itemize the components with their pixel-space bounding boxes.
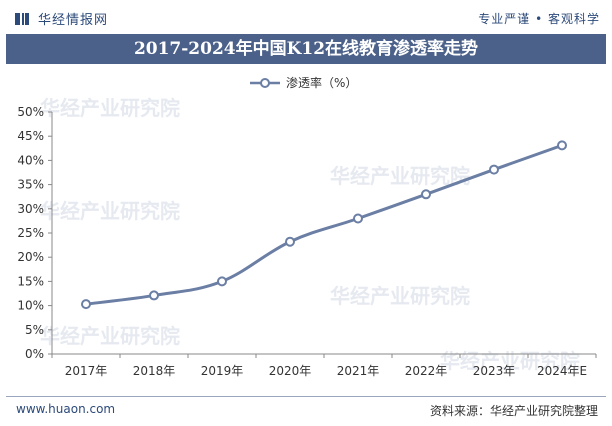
x-tick-label: 2022年 [405, 364, 448, 378]
footer-divider [6, 396, 606, 397]
y-tick-label: 10% [17, 299, 44, 313]
x-tick-label: 2017年 [65, 364, 108, 378]
x-tick-label: 2019年 [201, 364, 244, 378]
y-tick-label: 25% [17, 226, 44, 240]
y-tick-label: 0% [25, 347, 44, 361]
legend-line-marker [250, 77, 280, 88]
x-tick-label: 2023年 [473, 364, 516, 378]
y-tick-label: 45% [17, 129, 44, 143]
source-note: 资料来源：华经产业研究院整理 [429, 404, 598, 418]
data-point [557, 140, 567, 151]
tagline: 专业严谨 • 客观科学 [478, 12, 600, 26]
data-point [217, 276, 227, 287]
data-point [489, 164, 499, 175]
data-point [285, 236, 295, 247]
legend-label: 渗透率（%） [286, 76, 358, 90]
top-bar: 华经情报网 专业严谨 • 客观科学 [0, 0, 612, 34]
data-point [421, 189, 431, 200]
x-tick-label: 2018年 [133, 364, 176, 378]
legend: 渗透率（%） [250, 74, 357, 91]
x-tick-label: 2020年 [269, 364, 312, 378]
y-tick-label: 50% [17, 105, 44, 119]
y-tick-label: 15% [17, 274, 44, 288]
book-icon [14, 11, 30, 27]
brand: 华经情报网 [14, 9, 108, 28]
series-line [85, 143, 563, 306]
footer: www.huaon.com 资料来源：华经产业研究院整理 [0, 396, 612, 426]
y-tick-label: 40% [17, 153, 44, 167]
brand-name: 华经情报网 [38, 13, 109, 28]
y-tick-label: 20% [17, 250, 44, 264]
data-point [353, 213, 363, 224]
x-tick-label: 2021年 [337, 364, 380, 378]
y-tick-label: 35% [17, 178, 44, 192]
data-point [81, 299, 91, 310]
data-point [149, 290, 159, 301]
y-tick-label: 5% [25, 323, 44, 337]
website-link[interactable]: www.huaon.com [16, 402, 116, 416]
x-tick-label: 2024年E [537, 364, 587, 378]
chart-title: 2017-2024年中国K12在线教育渗透率走势 [6, 34, 606, 64]
y-tick-label: 30% [17, 202, 44, 216]
